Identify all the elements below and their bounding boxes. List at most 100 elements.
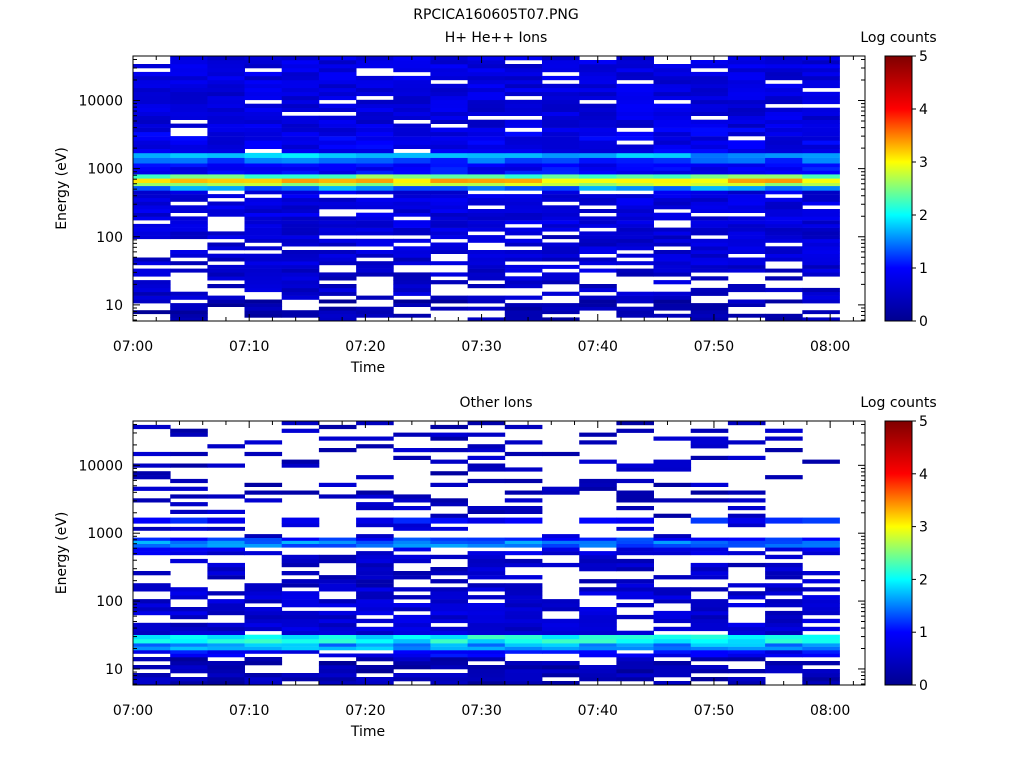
- heatmap-cell: [690, 276, 729, 281]
- heatmap-cell: [653, 205, 692, 210]
- heatmap-cell: [318, 205, 357, 210]
- heatmap-cell: [616, 614, 654, 620]
- heatmap-cell: [244, 540, 283, 544]
- heatmap-cell: [616, 220, 654, 225]
- heatmap-cell: [653, 459, 692, 464]
- heatmap-cell: [504, 643, 543, 647]
- x-tick-label: 07:20: [345, 339, 385, 355]
- heatmap-cell: [765, 212, 803, 217]
- heatmap-cell: [579, 459, 617, 464]
- heatmap-cell: [690, 205, 729, 210]
- heatmap-cell: [170, 83, 208, 89]
- heatmap-cell: [281, 677, 320, 682]
- heatmap-cell: [690, 562, 729, 568]
- heatmap-cell: [616, 603, 654, 608]
- colorbar-tick-label: 0: [919, 678, 928, 694]
- y-tick-label: 1000: [87, 162, 123, 178]
- heatmap-cell: [356, 436, 394, 441]
- heatmap-cell: [170, 91, 208, 97]
- heatmap-cell: [207, 178, 245, 183]
- heatmap-cell: [616, 547, 654, 552]
- heatmap-cell: [690, 643, 729, 647]
- y-tick-label: 100: [96, 230, 123, 246]
- heatmap-cell: [690, 428, 729, 433]
- heatmap-cell: [616, 526, 654, 531]
- heatmap-cell: [170, 428, 208, 433]
- heatmap-cell: [579, 123, 617, 128]
- y-axis-label: Energy (eV): [54, 147, 70, 230]
- heatmap-cell: [727, 95, 766, 101]
- heatmap-cell: [653, 185, 692, 191]
- heatmap-cell: [170, 595, 208, 600]
- heatmap-cell: [207, 669, 245, 674]
- heatmap-cell: [467, 537, 506, 541]
- heatmap-cell: [356, 562, 394, 568]
- heatmap-cell: [727, 513, 766, 518]
- heatmap-cell: [133, 174, 171, 179]
- heatmap-cell: [467, 56, 506, 61]
- heatmap-cell: [802, 551, 840, 556]
- heatmap-cell: [579, 201, 617, 206]
- heatmap-cell: [356, 583, 394, 588]
- heatmap-cell: [318, 622, 357, 628]
- heatmap-cell: [244, 272, 283, 277]
- heatmap-cell: [616, 166, 654, 171]
- heatmap-cell: [765, 235, 803, 240]
- heatmap-cell: [765, 148, 803, 154]
- heatmap-cell: [281, 421, 320, 426]
- heatmap-cell: [653, 157, 692, 164]
- heatmap-cell: [542, 618, 580, 624]
- heatmap-cell: [281, 238, 320, 243]
- heatmap-cell: [504, 595, 543, 600]
- heatmap-cell: [504, 83, 543, 89]
- heatmap-cell: [393, 575, 431, 580]
- heatmap-cell: [133, 231, 171, 236]
- heatmap-cell: [616, 579, 654, 584]
- heatmap-cell: [579, 306, 617, 311]
- heatmap-cell: [170, 478, 208, 484]
- heatmap-cell: [653, 643, 692, 647]
- heatmap-cell: [542, 119, 580, 124]
- heatmap-cell: [653, 264, 692, 269]
- heatmap-cell: [765, 75, 803, 81]
- heatmap-cell: [542, 276, 580, 281]
- heatmap-cell: [504, 194, 543, 199]
- heatmap-cell: [356, 163, 394, 168]
- heatmap-cell: [133, 310, 171, 315]
- heatmap-cell: [504, 603, 543, 608]
- heatmap-cell: [542, 220, 580, 225]
- heatmap-cell: [653, 482, 692, 487]
- heatmap-cell: [430, 643, 468, 647]
- heatmap-cell: [616, 123, 654, 128]
- heatmap-cell: [690, 238, 729, 243]
- heatmap-cell: [690, 144, 729, 149]
- heatmap-cell: [244, 123, 283, 128]
- heatmap-cell: [281, 646, 320, 651]
- heatmap-cell: [504, 599, 543, 604]
- heatmap-cell: [504, 75, 543, 81]
- heatmap-cell: [467, 123, 506, 128]
- heatmap-cell: [653, 111, 692, 116]
- heatmap-cell: [430, 250, 468, 254]
- heatmap-cell: [281, 235, 320, 240]
- heatmap-cell: [690, 194, 729, 199]
- heatmap-cell: [281, 428, 320, 433]
- heatmap-cell: [393, 174, 431, 179]
- heatmap-cell: [170, 306, 208, 311]
- heatmap-cell: [356, 475, 394, 480]
- heatmap-cell: [542, 123, 580, 128]
- heatmap-cell: [467, 185, 506, 191]
- heatmap-cell: [616, 115, 654, 120]
- heatmap-cell: [653, 83, 692, 89]
- heatmap-cell: [504, 618, 543, 624]
- heatmap-cell: [542, 163, 580, 168]
- heatmap-cell: [802, 540, 840, 544]
- heatmap-cell: [170, 136, 208, 141]
- heatmap-cell: [616, 238, 654, 243]
- heatmap-cell: [542, 280, 580, 285]
- heatmap-cell: [653, 115, 692, 120]
- heatmap-cell: [430, 174, 468, 179]
- heatmap-cell: [504, 280, 543, 285]
- heatmap-cell: [318, 140, 357, 145]
